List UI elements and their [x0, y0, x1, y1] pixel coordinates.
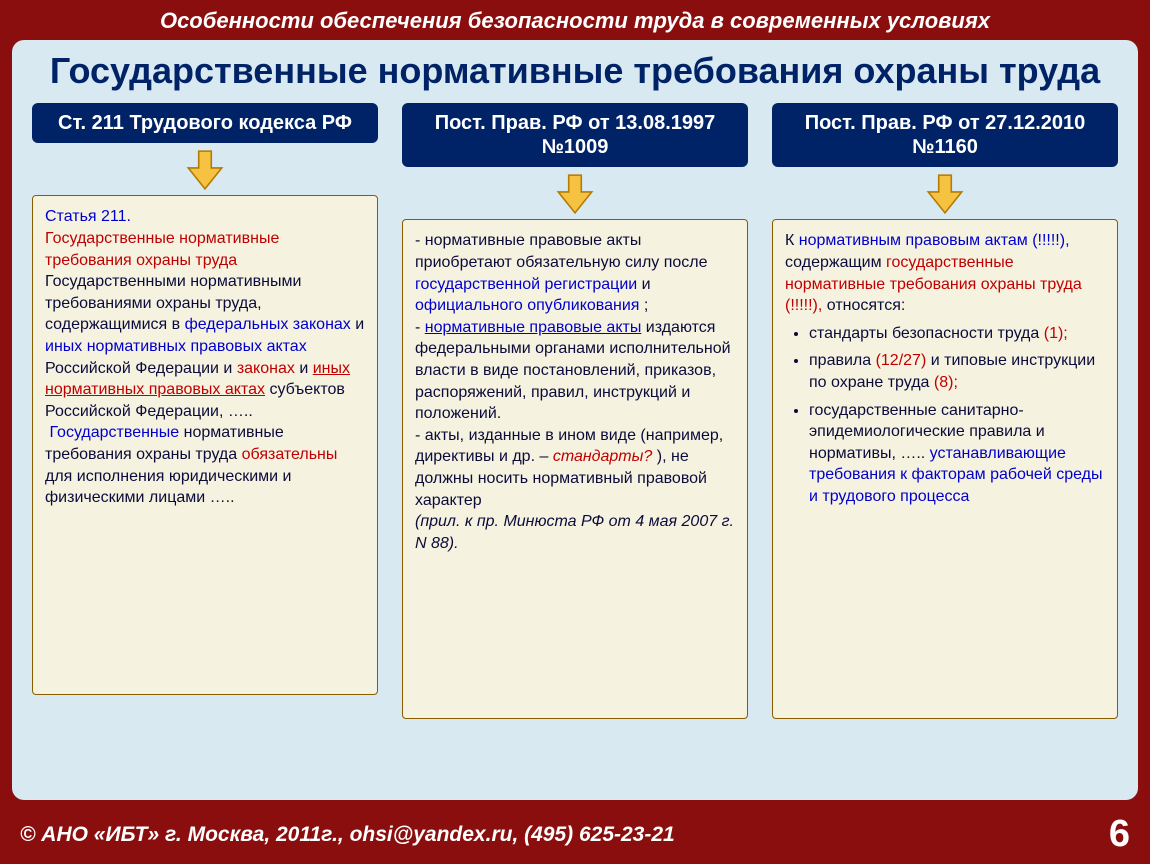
bullet-3: государственные санитарно-эпидемиологиче…	[809, 400, 1105, 508]
col2-li3note: (прил. к пр. Минюста РФ от 4 мая 2007 г.…	[415, 513, 734, 552]
col1-p1c: и	[355, 316, 364, 333]
col1-p1d: иных нормативных правовых актах	[45, 338, 307, 355]
col2-li2b: нормативные правовые акты	[425, 319, 642, 336]
columns-container: Ст. 211 Трудового кодекса РФ Статья 211.…	[32, 103, 1118, 719]
col2-header: Пост. Прав. РФ от 13.08.1997 №1009	[402, 103, 748, 167]
footer-bar: © АНО «ИБТ» г. Москва, 2011г., ohsi@yand…	[0, 803, 1150, 864]
b1a: стандарты безопасности труда	[809, 325, 1044, 342]
b2d: (8);	[934, 374, 958, 391]
col1-p1f: законах	[237, 360, 295, 377]
col1-p1e: Российской Федерации и	[45, 360, 237, 377]
col1-content: Статья 211. Государственные нормативные …	[32, 195, 378, 695]
column-3: Пост. Прав. РФ от 27.12.2010 №1160 К нор…	[772, 103, 1118, 719]
col3-ib: нормативным правовым актам (!!!!!),	[799, 232, 1070, 249]
main-panel: Государственные нормативные требования о…	[12, 40, 1138, 800]
arrow-path	[928, 175, 962, 213]
col1-p2c: обязательны	[242, 446, 338, 463]
col2-li1b: государственной регистрации	[415, 276, 637, 293]
arrow-path	[558, 175, 592, 213]
col3-ia: К	[785, 232, 799, 249]
col3-bullets: стандарты безопасности труда (1); правил…	[785, 323, 1105, 508]
col2-li3b: стандарты?	[553, 448, 653, 465]
col3-header: Пост. Прав. РФ от 27.12.2010 №1160	[772, 103, 1118, 167]
column-2: Пост. Прав. РФ от 13.08.1997 №1009 - нор…	[402, 103, 748, 719]
col1-p2d: для исполнения юридическими и физическим…	[45, 468, 291, 507]
col1-p2a: Государственные	[49, 424, 183, 441]
footer-text: © АНО «ИБТ» г. Москва, 2011г., ohsi@yand…	[20, 823, 675, 847]
arrow-down-icon	[924, 173, 966, 215]
col2-li1e: ;	[644, 297, 648, 314]
col2-li1c: и	[642, 276, 651, 293]
col2-li1d: официального опубликования	[415, 297, 639, 314]
arrow-down-icon	[184, 149, 226, 191]
arrow-path	[188, 151, 222, 189]
col1-p1g: и	[299, 360, 312, 377]
col1-header: Ст. 211 Трудового кодекса РФ	[32, 103, 378, 143]
col2-li1a: - нормативные правовые акты приобретают …	[415, 232, 708, 271]
col1-p1b: федеральных законах	[185, 316, 351, 333]
col3-ic: содержащим	[785, 254, 886, 271]
col2-content: - нормативные правовые акты приобретают …	[402, 219, 748, 719]
header-bar: Особенности обеспечения безопасности тру…	[0, 0, 1150, 40]
arrow-down-icon	[554, 173, 596, 215]
bullet-1: стандарты безопасности труда (1);	[809, 323, 1105, 345]
b2b: (12/27)	[876, 352, 927, 369]
b2a: правила	[809, 352, 876, 369]
column-1: Ст. 211 Трудового кодекса РФ Статья 211.…	[32, 103, 378, 719]
main-title: Государственные нормативные требования о…	[32, 50, 1118, 91]
col2-li2a: -	[415, 319, 425, 336]
col3-ie: относятся:	[827, 297, 906, 314]
page-number: 6	[1109, 813, 1130, 856]
article-subtitle: Государственные нормативные требования о…	[45, 230, 279, 269]
b1b: (1);	[1044, 325, 1068, 342]
col3-content: К нормативным правовым актам (!!!!!), со…	[772, 219, 1118, 719]
article-title: Статья 211.	[45, 208, 131, 225]
bullet-2: правила (12/27) и типовые инструкции по …	[809, 350, 1105, 393]
